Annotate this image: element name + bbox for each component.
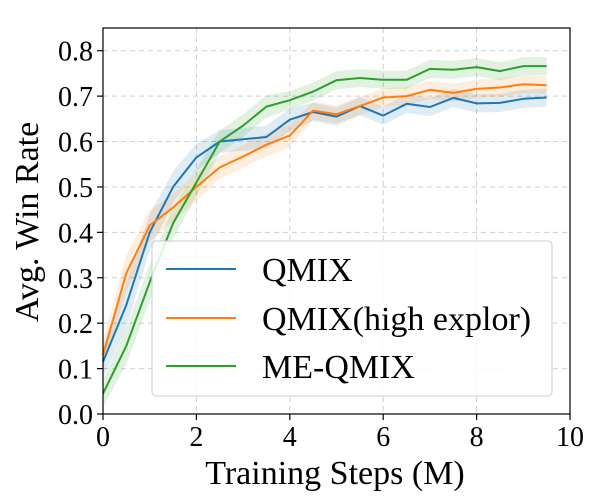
tick-labels: 0 2 4 6 8 10 0.0 0.1 0.2 0.3 0.4 0.5 0.6 0.7 0.8 bbox=[58, 37, 584, 453]
y-tick-label: 0.3 bbox=[58, 264, 93, 295]
y-tick-label: 0.8 bbox=[58, 37, 93, 68]
legend-label: QMIX bbox=[262, 252, 353, 289]
legend-label: QMIX(high explor) bbox=[262, 301, 531, 338]
y-tick-label: 0.1 bbox=[58, 355, 93, 386]
series-lines bbox=[102, 65, 547, 395]
y-tick-label: 0.2 bbox=[58, 309, 93, 340]
x-axis-title: Training Steps (M) bbox=[205, 455, 464, 492]
y-axis-title: Avg. Win Rate bbox=[9, 122, 46, 322]
plot-frame bbox=[102, 27, 571, 415]
x-tick-label: 8 bbox=[470, 422, 484, 453]
axes bbox=[97, 27, 571, 420]
y-tick-label: 0.7 bbox=[58, 82, 93, 113]
x-tick-label: 0 bbox=[96, 422, 110, 453]
legend: QMIX QMIX(high explor) ME-QMIX bbox=[151, 240, 553, 397]
legend-label: ME-QMIX bbox=[262, 349, 415, 386]
y-tick-label: 0.6 bbox=[58, 128, 93, 159]
series-line bbox=[102, 65, 547, 395]
x-tick-label: 6 bbox=[376, 422, 390, 453]
x-tick-label: 4 bbox=[283, 422, 297, 453]
y-tick-label: 0.0 bbox=[58, 400, 93, 431]
legend-box bbox=[151, 240, 553, 397]
x-tick-label: 2 bbox=[189, 422, 203, 453]
series-line bbox=[102, 83, 547, 356]
y-tick-label: 0.4 bbox=[58, 218, 93, 249]
y-tick-label: 0.5 bbox=[58, 173, 93, 204]
x-tick-label: 10 bbox=[556, 422, 584, 453]
series-line bbox=[102, 96, 547, 363]
